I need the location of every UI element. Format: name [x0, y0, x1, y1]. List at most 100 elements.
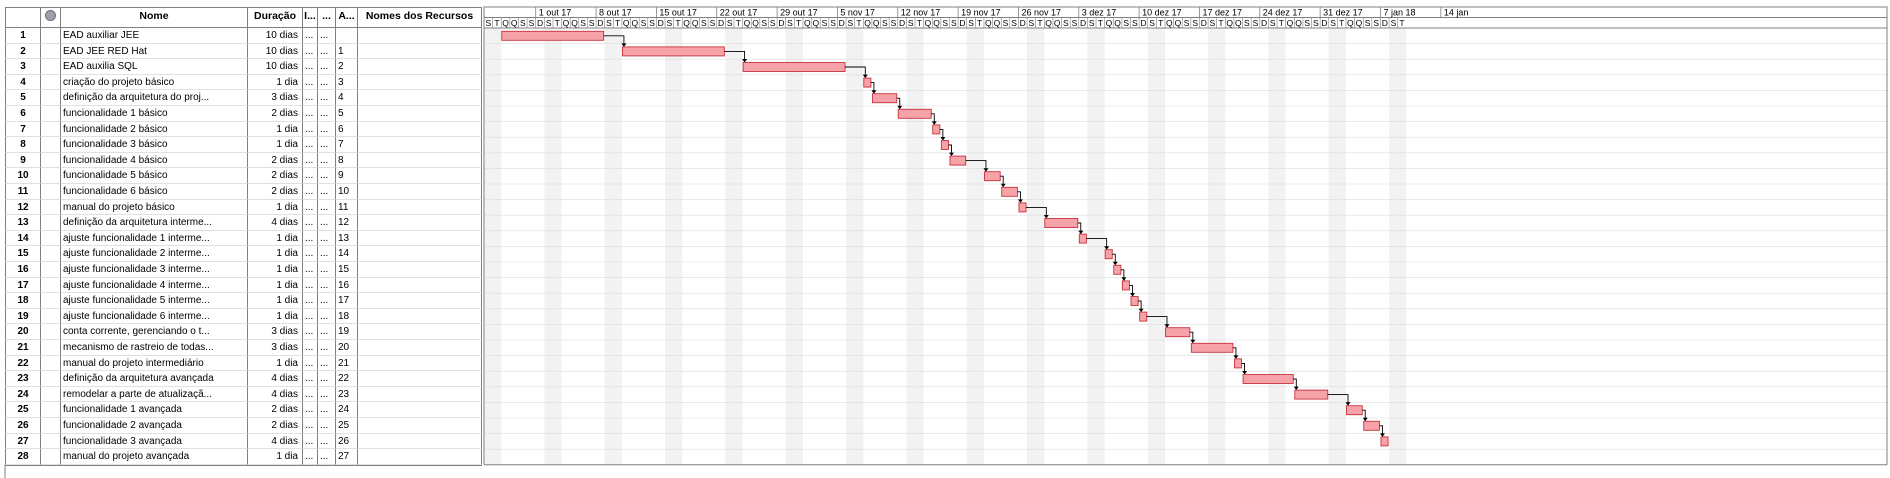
task-resources[interactable] [358, 293, 482, 309]
task-name[interactable]: funcionalidade 3 avançada [61, 433, 248, 450]
task-duration[interactable]: 1 dia [248, 308, 303, 325]
task-predecessors[interactable]: 12 [336, 215, 358, 231]
task-start[interactable]: ... [303, 324, 318, 340]
task-resources[interactable] [358, 433, 482, 450]
task-duration[interactable]: 2 dias [248, 152, 303, 169]
task-start[interactable]: ... [303, 152, 318, 169]
task-indicator[interactable] [41, 293, 61, 309]
task-predecessors[interactable]: 13 [336, 230, 358, 247]
task-name[interactable]: EAD auxiliar JEE [61, 28, 248, 44]
task-predecessors[interactable]: 16 [336, 277, 358, 294]
task-start[interactable]: ... [303, 262, 318, 278]
task-name[interactable]: ajuste funcionalidade 2 interme... [61, 246, 248, 262]
task-indicator[interactable] [41, 230, 61, 247]
task-indicator[interactable] [41, 184, 61, 200]
task-duration[interactable]: 1 dia [248, 137, 303, 153]
task-finish[interactable]: ... [318, 246, 336, 262]
task-start[interactable]: ... [303, 90, 318, 106]
task-resources[interactable] [358, 262, 482, 278]
task-finish[interactable]: ... [318, 293, 336, 309]
task-duration[interactable]: 1 dia [248, 246, 303, 262]
task-indicator[interactable] [41, 371, 61, 387]
task-name[interactable]: criação do projeto básico [61, 74, 248, 91]
task-name[interactable]: ajuste funcionalidade 3 interme... [61, 262, 248, 278]
task-resources[interactable] [358, 59, 482, 75]
task-finish[interactable]: ... [318, 402, 336, 418]
task-predecessors[interactable]: 11 [336, 199, 358, 216]
task-name[interactable]: funcionalidade 1 avançada [61, 402, 248, 418]
task-finish[interactable]: ... [318, 418, 336, 434]
task-resources[interactable] [358, 106, 482, 122]
header-indicator[interactable] [41, 7, 61, 28]
task-start[interactable]: ... [303, 121, 318, 138]
task-start[interactable]: ... [303, 106, 318, 122]
task-indicator[interactable] [41, 137, 61, 153]
task-finish[interactable]: ... [318, 74, 336, 91]
task-name[interactable]: definição da arquitetura interme... [61, 215, 248, 231]
task-start[interactable]: ... [303, 433, 318, 450]
task-finish[interactable]: ... [318, 152, 336, 169]
task-finish[interactable]: ... [318, 433, 336, 450]
task-predecessors[interactable] [336, 28, 358, 44]
task-start[interactable]: ... [303, 215, 318, 231]
task-indicator[interactable] [41, 168, 61, 184]
header-inicio[interactable]: I... [303, 7, 318, 28]
task-duration[interactable]: 1 dia [248, 449, 303, 465]
task-name[interactable]: remodelar a parte de atualizaçã... [61, 386, 248, 403]
task-indicator[interactable] [41, 433, 61, 450]
task-resources[interactable] [358, 28, 482, 44]
task-resources[interactable] [358, 246, 482, 262]
task-duration[interactable]: 1 dia [248, 230, 303, 247]
task-indicator[interactable] [41, 340, 61, 356]
task-name[interactable]: manual do projeto básico [61, 199, 248, 216]
task-predecessors[interactable]: 25 [336, 418, 358, 434]
task-predecessors[interactable]: 1 [336, 43, 358, 60]
task-start[interactable]: ... [303, 355, 318, 372]
task-indicator[interactable] [41, 74, 61, 91]
task-name[interactable]: funcionalidade 2 avançada [61, 418, 248, 434]
task-finish[interactable]: ... [318, 90, 336, 106]
task-start[interactable]: ... [303, 184, 318, 200]
task-duration[interactable]: 3 dias [248, 90, 303, 106]
task-start[interactable]: ... [303, 59, 318, 75]
task-start[interactable]: ... [303, 340, 318, 356]
task-predecessors[interactable]: 26 [336, 433, 358, 450]
task-finish[interactable]: ... [318, 106, 336, 122]
header-nome[interactable]: Nome [61, 7, 248, 28]
task-duration[interactable]: 1 dia [248, 74, 303, 91]
task-predecessors[interactable]: 24 [336, 402, 358, 418]
task-name[interactable]: definição da arquitetura avançada [61, 371, 248, 387]
task-resources[interactable] [358, 137, 482, 153]
task-duration[interactable]: 1 dia [248, 293, 303, 309]
task-indicator[interactable] [41, 215, 61, 231]
task-finish[interactable]: ... [318, 137, 336, 153]
task-start[interactable]: ... [303, 277, 318, 294]
task-resources[interactable] [358, 168, 482, 184]
task-name[interactable]: manual do projeto avançada [61, 449, 248, 465]
task-indicator[interactable] [41, 152, 61, 169]
task-start[interactable]: ... [303, 43, 318, 60]
task-indicator[interactable] [41, 262, 61, 278]
task-finish[interactable]: ... [318, 386, 336, 403]
task-resources[interactable] [358, 371, 482, 387]
task-duration[interactable]: 2 dias [248, 168, 303, 184]
task-indicator[interactable] [41, 402, 61, 418]
task-indicator[interactable] [41, 59, 61, 75]
task-predecessors[interactable]: 3 [336, 74, 358, 91]
task-resources[interactable] [358, 90, 482, 106]
task-predecessors[interactable]: 23 [336, 386, 358, 403]
task-finish[interactable]: ... [318, 277, 336, 294]
task-duration[interactable]: 1 dia [248, 199, 303, 216]
task-duration[interactable]: 1 dia [248, 262, 303, 278]
task-finish[interactable]: ... [318, 371, 336, 387]
task-indicator[interactable] [41, 121, 61, 138]
task-resources[interactable] [358, 230, 482, 247]
task-start[interactable]: ... [303, 293, 318, 309]
task-start[interactable]: ... [303, 418, 318, 434]
task-resources[interactable] [358, 308, 482, 325]
task-indicator[interactable] [41, 28, 61, 44]
task-indicator[interactable] [41, 277, 61, 294]
task-indicator[interactable] [41, 324, 61, 340]
task-predecessors[interactable]: 27 [336, 449, 358, 465]
task-name[interactable]: ajuste funcionalidade 6 interme... [61, 308, 248, 325]
